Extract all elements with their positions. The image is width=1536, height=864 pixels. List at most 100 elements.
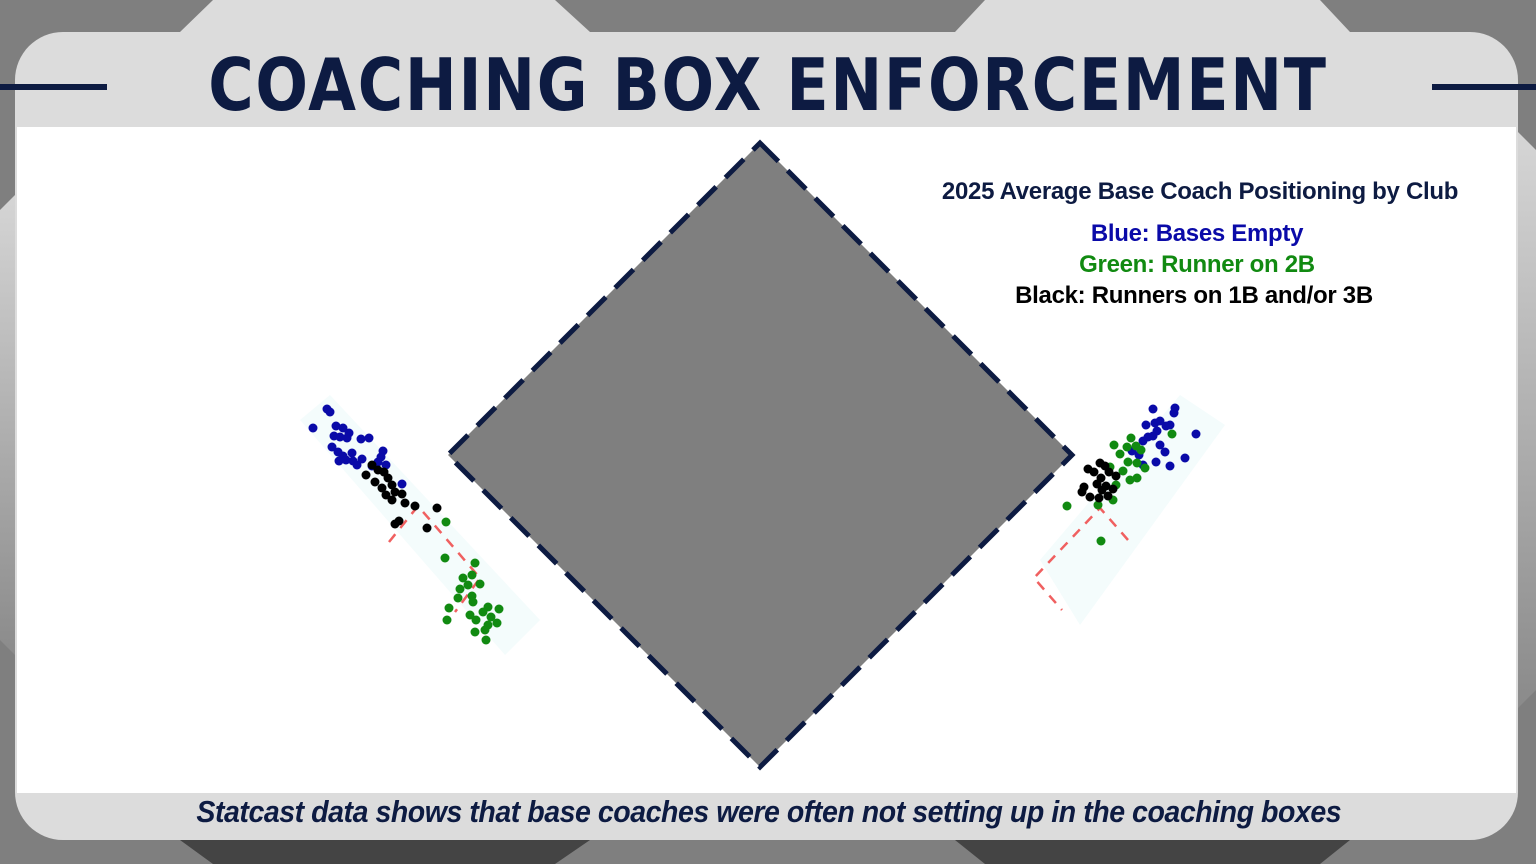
data-point xyxy=(338,423,348,433)
data-point xyxy=(370,477,380,487)
data-point xyxy=(478,607,488,617)
data-point xyxy=(441,517,451,527)
data-point xyxy=(1167,429,1177,439)
data-point xyxy=(390,519,400,529)
legend-entry-black: Black: Runners on 1B and/or 3B xyxy=(1015,282,1373,309)
title-rule-right xyxy=(1432,84,1536,90)
data-point xyxy=(1148,431,1158,441)
data-point xyxy=(1096,536,1106,546)
chart-title: 2025 Average Base Coach Positioning by C… xyxy=(941,178,1459,205)
data-point xyxy=(1165,420,1175,430)
data-point xyxy=(347,448,357,458)
data-point xyxy=(325,407,335,417)
data-point xyxy=(442,615,452,625)
data-point xyxy=(470,558,480,568)
data-point xyxy=(377,483,387,493)
data-point xyxy=(400,498,410,508)
data-point xyxy=(1155,416,1165,426)
data-point xyxy=(1125,475,1135,485)
data-point xyxy=(453,593,463,603)
data-point xyxy=(327,442,337,452)
data-point xyxy=(444,603,454,613)
data-point xyxy=(432,503,442,513)
data-point xyxy=(397,489,407,499)
data-point xyxy=(465,610,475,620)
scatter-points xyxy=(308,403,1201,645)
coach-zone-1b-shade xyxy=(1040,395,1225,625)
data-point xyxy=(1104,467,1114,477)
data-point xyxy=(383,473,393,483)
data-point xyxy=(1138,436,1148,446)
data-point xyxy=(468,597,478,607)
data-point xyxy=(1092,479,1102,489)
data-point xyxy=(463,580,473,590)
data-point xyxy=(1141,420,1151,430)
data-point xyxy=(1094,493,1104,503)
data-point xyxy=(381,490,391,500)
data-point xyxy=(1077,487,1087,497)
data-point xyxy=(1140,463,1150,473)
data-point xyxy=(1155,440,1165,450)
coach-box-3b xyxy=(388,504,482,613)
data-point xyxy=(364,433,374,443)
data-point xyxy=(422,523,432,533)
legend-entry-blue: Blue: Bases Empty xyxy=(1090,220,1304,247)
data-point xyxy=(1132,473,1142,483)
data-point xyxy=(1148,404,1158,414)
data-point xyxy=(480,625,490,635)
data-point xyxy=(390,487,400,497)
data-point xyxy=(1103,491,1113,501)
data-point xyxy=(492,618,502,628)
data-point xyxy=(481,635,491,645)
data-point xyxy=(367,460,377,470)
data-point xyxy=(381,460,391,470)
title-rule-left xyxy=(0,84,107,90)
data-point xyxy=(356,434,366,444)
data-point xyxy=(1180,453,1190,463)
data-point xyxy=(331,421,341,431)
data-point xyxy=(467,570,477,580)
data-point xyxy=(1111,471,1121,481)
data-point xyxy=(486,612,496,622)
data-point xyxy=(410,501,420,511)
coach-box-1b xyxy=(1032,506,1129,611)
data-point xyxy=(1118,466,1128,476)
data-point xyxy=(471,615,481,625)
data-point xyxy=(1089,467,1099,477)
data-point xyxy=(397,479,407,489)
data-point xyxy=(1108,484,1118,494)
data-point xyxy=(361,470,371,480)
legend-entry-green: Green: Runner on 2B xyxy=(1079,251,1315,278)
infield-diamond xyxy=(444,139,1076,771)
chart-legend: 2025 Average Base Coach Positioning by C… xyxy=(900,178,1500,311)
data-point xyxy=(334,456,344,466)
data-point xyxy=(342,433,352,443)
data-point xyxy=(341,455,351,465)
data-point xyxy=(1191,429,1201,439)
data-point xyxy=(352,460,362,470)
data-point xyxy=(440,553,450,563)
data-point xyxy=(1169,408,1179,418)
data-point xyxy=(475,579,485,589)
data-point xyxy=(1115,449,1125,459)
data-point xyxy=(1093,500,1103,510)
data-point xyxy=(1109,440,1119,450)
data-point xyxy=(357,454,367,464)
data-point xyxy=(1123,457,1133,467)
data-point xyxy=(308,423,318,433)
caption: Statcast data shows that base coaches we… xyxy=(196,794,1342,829)
page-title: COACHING BOX ENFORCEMENT xyxy=(208,43,1328,127)
data-point xyxy=(387,480,397,490)
data-point xyxy=(1132,458,1142,468)
data-point xyxy=(1165,461,1175,471)
data-point xyxy=(1097,485,1107,495)
data-point xyxy=(387,495,397,505)
data-point xyxy=(1160,447,1170,457)
data-point xyxy=(455,584,465,594)
data-point xyxy=(1126,433,1136,443)
data-point xyxy=(1151,457,1161,467)
data-point xyxy=(1062,501,1072,511)
data-point xyxy=(1136,445,1146,455)
data-point xyxy=(494,604,504,614)
